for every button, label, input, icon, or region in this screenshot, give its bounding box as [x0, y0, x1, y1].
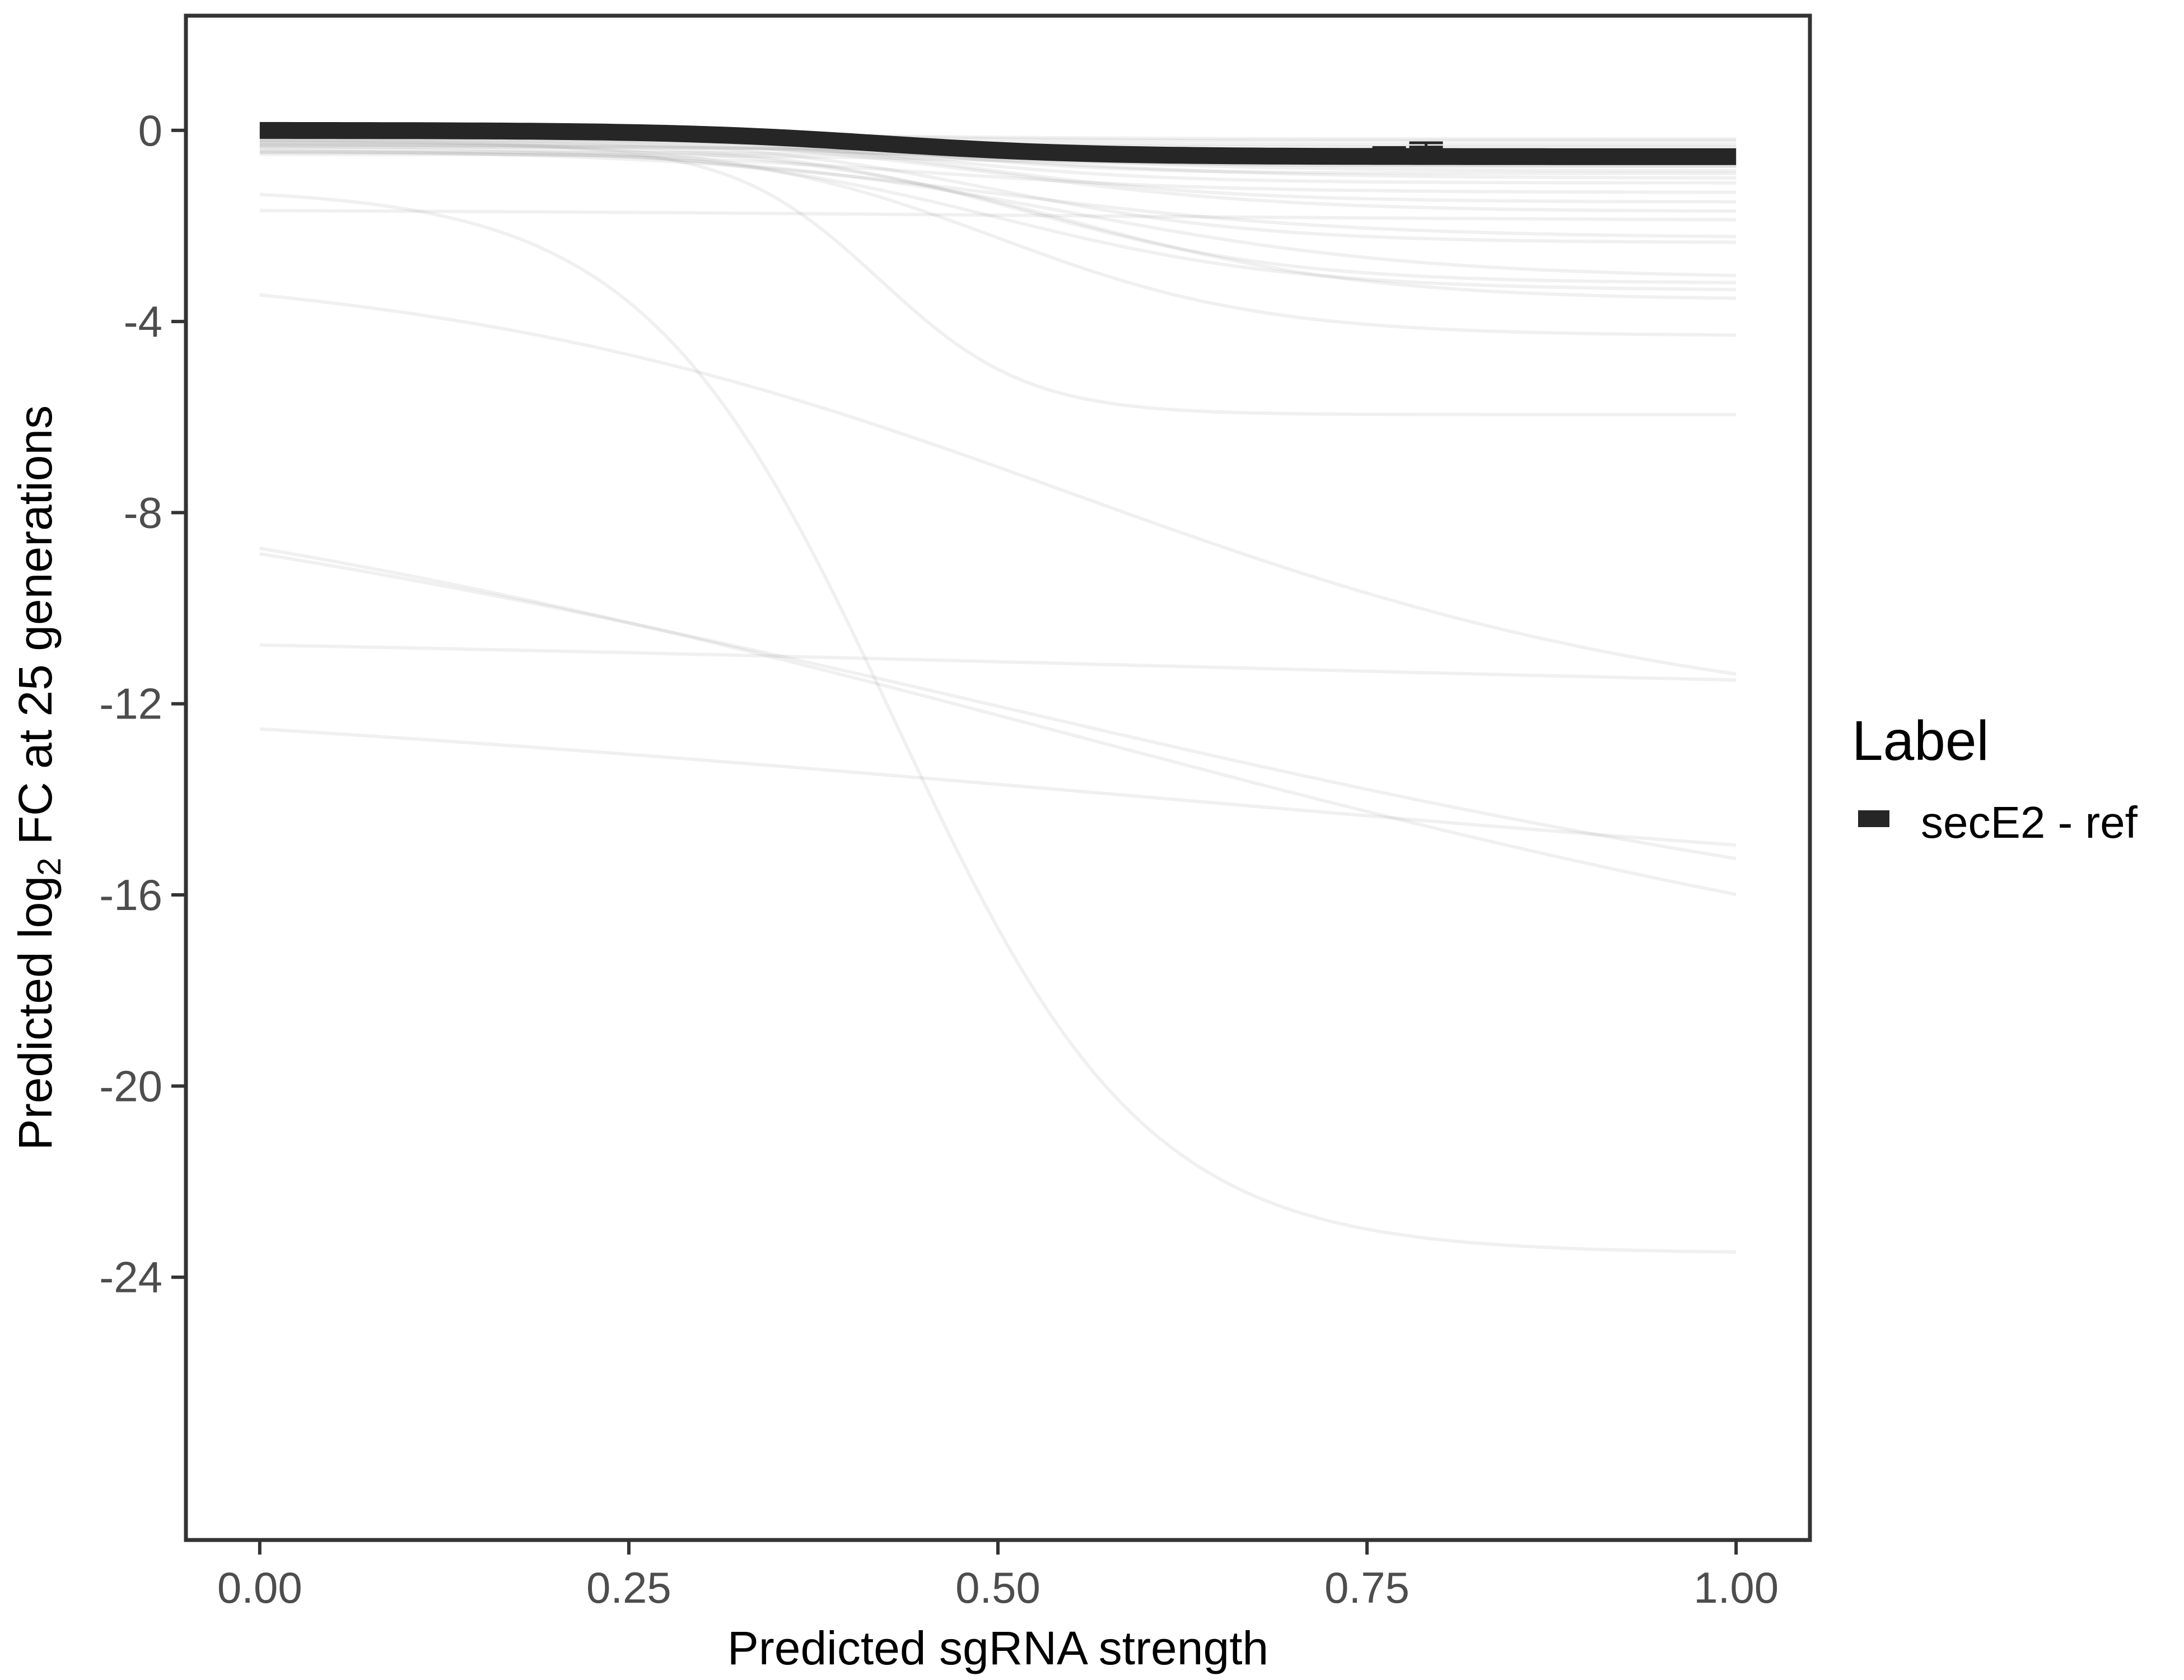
background-curve-3 — [259, 546, 1737, 897]
x-tick-label: 0.75 — [1324, 1563, 1410, 1612]
background-curve-4 — [259, 552, 1737, 861]
x-tick-label: 0.50 — [955, 1563, 1040, 1612]
y-axis-title: Predicted log2 FC at 25 generations — [9, 405, 68, 1150]
error-bar-1 — [1372, 146, 1406, 152]
legend: Label secE2 - ref — [1852, 710, 2138, 847]
y-tick-label: -4 — [124, 297, 162, 346]
background-curve-8 — [259, 139, 1737, 337]
background-curve-5 — [259, 643, 1737, 682]
y-tick-label: -12 — [99, 679, 162, 729]
x-tick-label: 1.00 — [1693, 1563, 1779, 1612]
x-axis: 0.00 0.25 0.50 0.75 1.00 — [217, 1542, 1779, 1612]
error-bars — [1372, 141, 1443, 152]
background-curve-9 — [259, 141, 1737, 300]
y-tick-label: -16 — [99, 870, 162, 920]
background-curve-20 — [259, 141, 1737, 180]
y-tick-label: -8 — [124, 488, 162, 537]
background-curve-33 — [259, 152, 1737, 168]
y-axis-title-main: Predicted log — [9, 876, 62, 1150]
background-curve-7 — [259, 143, 1737, 417]
x-tick-label: 0.25 — [586, 1563, 671, 1612]
x-tick-label: 0.00 — [217, 1563, 302, 1612]
background-curve-6 — [259, 727, 1737, 847]
legend-title: Label — [1852, 710, 1989, 772]
background-curve-15 — [259, 209, 1737, 222]
plot-panel-border — [184, 13, 1812, 1542]
y-axis-title-rest: FC at 25 generations — [9, 405, 62, 858]
background-curve-13 — [259, 136, 1737, 244]
error-bar-2 — [1409, 141, 1443, 149]
y-axis: 0 -4 -8 -12 -16 -20 -24 — [99, 106, 184, 1302]
background-curve-14 — [259, 149, 1737, 239]
background-curve-12 — [259, 147, 1737, 277]
y-tick-label: -20 — [99, 1061, 162, 1110]
background-curve-10 — [259, 144, 1737, 291]
legend-key-secE2-ref — [1858, 810, 1889, 827]
y-axis-title-subscript: 2 — [31, 858, 68, 876]
highlight-curve-group — [259, 122, 1737, 165]
y-tick-label: 0 — [138, 106, 162, 155]
y-tick-label: -24 — [99, 1253, 162, 1302]
background-curve-11 — [259, 138, 1737, 284]
background-curve-2 — [259, 293, 1737, 676]
background-curve-1 — [259, 193, 1737, 1254]
highlight-curve-secE2-ref — [259, 122, 1737, 165]
x-axis-title: Predicted sgRNA strength — [727, 1622, 1269, 1674]
background-curve-18 — [259, 151, 1737, 194]
legend-label-secE2-ref: secE2 - ref — [1921, 797, 2138, 847]
